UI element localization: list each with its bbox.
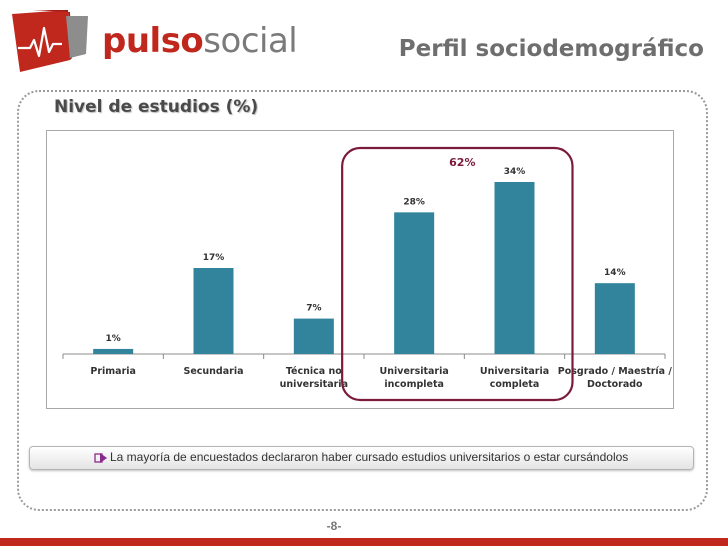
bar-value-label: 1%	[106, 334, 121, 344]
bar	[394, 212, 435, 354]
pulse-logo-icon	[12, 10, 88, 72]
bar	[193, 268, 234, 354]
arrow-right-icon	[94, 453, 107, 463]
highlight-total-label: 62%	[449, 156, 475, 169]
page-title: Perfil sociodemográfico	[398, 36, 704, 62]
bar-value-label: 14%	[604, 268, 626, 278]
bar-value-label: 7%	[306, 304, 321, 314]
x-tick-label: incompleta	[384, 379, 444, 390]
bar	[93, 348, 134, 354]
bar-value-label: 28%	[403, 197, 425, 207]
x-tick-label: Doctorado	[587, 379, 643, 390]
x-tick-label: universitaria	[280, 379, 348, 390]
education-bar-chart: 1% Primaria 17% Secundaria 7% Técnica no unive…	[62, 146, 673, 402]
chart-frame: 1% Primaria 17% Secundaria 7% Técnica no unive…	[46, 130, 674, 409]
bar	[494, 182, 535, 354]
bar	[594, 283, 635, 354]
bar	[293, 318, 334, 354]
logo-wordmark-part1: pulso	[102, 21, 204, 61]
highlight-box	[341, 146, 574, 402]
x-tick-label: Primaria	[90, 366, 136, 377]
bar-value-label: 17%	[203, 253, 225, 263]
x-tick-label: completa	[490, 379, 540, 390]
pulsosocial-logo: pulsosocial	[12, 10, 312, 72]
content-panel	[17, 90, 708, 511]
x-tick-label: Posgrado / Maestría /	[558, 366, 673, 377]
key-finding-callout: La mayoría de encuestados declararon hab…	[29, 446, 694, 470]
section-title: Nivel de estudios (%)	[54, 97, 259, 117]
x-tick-label: Universitaria	[480, 366, 549, 377]
x-tick-label: Universitaria	[380, 366, 449, 377]
x-tick-label: Técnica no	[286, 366, 342, 377]
logo-wordmark-part2: social	[203, 21, 298, 61]
footer-bar	[0, 538, 728, 546]
callout-text: La mayoría de encuestados declararon hab…	[110, 450, 629, 464]
x-tick-label: Secundaria	[183, 366, 243, 377]
logo-wordmark: pulsosocial	[102, 21, 298, 61]
bar-value-label: 34%	[504, 167, 526, 177]
page-number: -8-	[326, 519, 342, 533]
